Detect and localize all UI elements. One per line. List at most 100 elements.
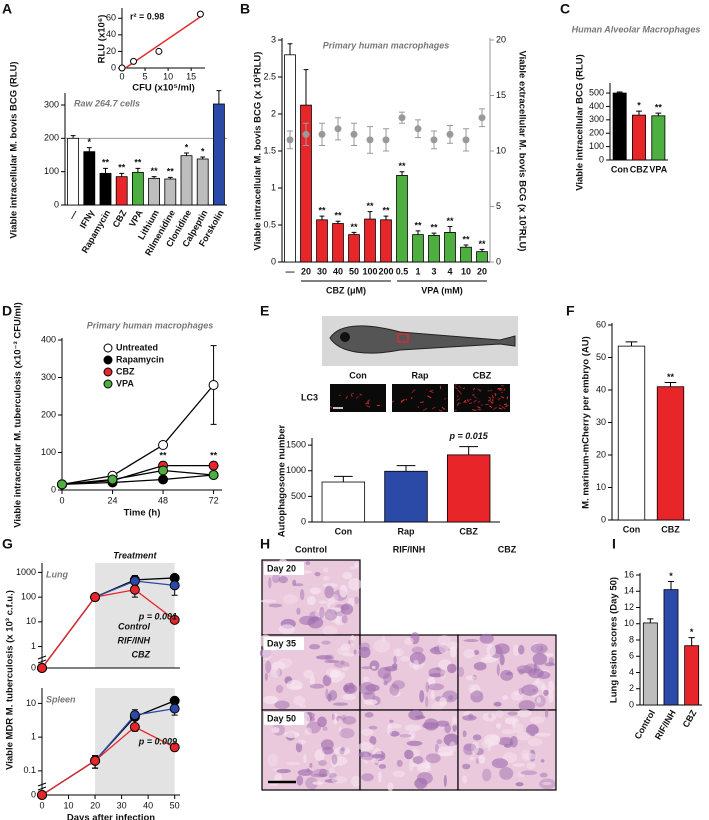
point xyxy=(196,10,204,18)
tissue-texture xyxy=(349,566,356,570)
y-tick-label: 1 xyxy=(31,732,36,742)
fluorescence-speck xyxy=(477,401,481,403)
tissue-texture xyxy=(543,689,549,696)
tissue-texture xyxy=(512,723,524,734)
x-axis-label: Days after infection xyxy=(67,813,155,820)
fluorescence-speck xyxy=(329,406,333,409)
y-axis-label: Autophagosome number xyxy=(277,424,288,537)
tissue-texture xyxy=(462,775,468,784)
tissue-texture xyxy=(406,740,423,746)
significance: ** xyxy=(134,158,142,168)
tissue-texture xyxy=(495,710,504,719)
tissue-texture xyxy=(325,771,335,775)
tissue-texture xyxy=(392,770,406,778)
fluorescence-speck xyxy=(477,388,482,392)
error-bar xyxy=(119,172,125,177)
y-tick-label: 60 xyxy=(596,319,606,329)
point xyxy=(430,136,438,144)
tissue-texture xyxy=(360,666,373,670)
fluorescence-speck xyxy=(462,387,466,390)
legend-marker xyxy=(103,343,113,353)
fluorescence-speck xyxy=(444,397,447,400)
tissue-texture xyxy=(396,648,401,657)
y-tick-label: 1000 xyxy=(16,567,36,577)
fluorescence-speck xyxy=(411,389,416,394)
fluorescence-speck xyxy=(494,393,497,397)
tissue-texture xyxy=(338,726,342,736)
error-bar xyxy=(319,215,325,220)
tissue-texture xyxy=(297,769,314,777)
tissue-texture xyxy=(468,683,476,693)
x-tick-label: CBZ xyxy=(459,526,478,536)
y-tick-label: 100 xyxy=(21,592,36,602)
fluorescence-speck xyxy=(472,409,477,411)
panel-letter: F xyxy=(566,303,575,319)
y-tick-label: 0 xyxy=(301,516,306,526)
significance: * xyxy=(669,571,673,581)
tissue-texture xyxy=(334,746,351,756)
x-tick-label: 40 xyxy=(143,800,153,810)
point xyxy=(158,440,169,450)
tissue-texture xyxy=(512,763,526,767)
tissue-texture xyxy=(521,684,539,696)
fluorescence-speck xyxy=(477,408,482,411)
tissue-texture xyxy=(505,671,513,676)
annotation: p = 0.001 xyxy=(138,611,177,621)
tissue-texture xyxy=(309,762,313,768)
series-line xyxy=(61,469,214,486)
x-tick-label: 0 xyxy=(119,71,124,81)
x-tick-label: 4 xyxy=(447,266,452,276)
tissue-texture xyxy=(393,655,397,664)
bar xyxy=(196,158,209,206)
y-tick-label: 0 xyxy=(31,662,36,672)
significance: ** xyxy=(102,158,110,168)
series-line xyxy=(41,589,176,669)
tissue-texture xyxy=(265,660,272,674)
y-tick-label: 400 xyxy=(41,334,56,344)
bar xyxy=(444,231,456,263)
point xyxy=(129,721,140,732)
tissue-texture xyxy=(339,728,355,739)
tissue-texture xyxy=(523,663,540,675)
tissue-texture xyxy=(463,639,479,643)
tissue-texture xyxy=(336,615,341,624)
tissue-texture xyxy=(303,669,314,679)
x-tick-label: CBZ xyxy=(630,164,649,174)
group-label: VPA (mM) xyxy=(421,285,463,295)
tissue-texture xyxy=(537,671,551,680)
tissue-texture xyxy=(443,733,460,747)
error-bar xyxy=(333,475,353,483)
tissue-texture xyxy=(542,782,552,786)
tissue-texture xyxy=(351,775,361,787)
tissue-texture xyxy=(389,731,400,737)
tissue-texture xyxy=(270,667,281,678)
tissue-texture xyxy=(368,725,378,730)
bar xyxy=(446,454,491,523)
significance: * xyxy=(690,627,694,637)
y-tick-label: 0 xyxy=(601,514,606,524)
fluorescence-speck xyxy=(420,401,424,404)
y-tick-label: 100 xyxy=(44,166,59,176)
x-tick-label: CBZ xyxy=(661,524,680,534)
tissue-texture xyxy=(425,695,429,708)
bar xyxy=(284,54,296,263)
tissue-texture xyxy=(465,675,477,681)
tissue-texture xyxy=(482,712,497,722)
y-tick-label: 16 xyxy=(624,569,634,579)
y-tick-label: 8 xyxy=(629,634,634,644)
x-tick-label: 200 xyxy=(378,266,393,276)
tissue-texture xyxy=(345,684,349,693)
y-tick-label: 20 xyxy=(106,46,116,56)
tissue-texture xyxy=(425,681,430,693)
tissue-texture xyxy=(451,716,457,726)
tissue-texture xyxy=(268,577,272,589)
tissue-texture xyxy=(516,731,532,741)
tissue-texture xyxy=(328,767,336,777)
tissue-texture xyxy=(548,689,554,703)
tissue-texture xyxy=(446,663,457,674)
tissue-texture xyxy=(529,716,545,724)
x-tick-label: 50 xyxy=(349,266,359,276)
y-tick-label: 1.5 xyxy=(263,145,276,155)
tissue-texture xyxy=(317,716,327,728)
tissue-texture xyxy=(392,663,398,669)
